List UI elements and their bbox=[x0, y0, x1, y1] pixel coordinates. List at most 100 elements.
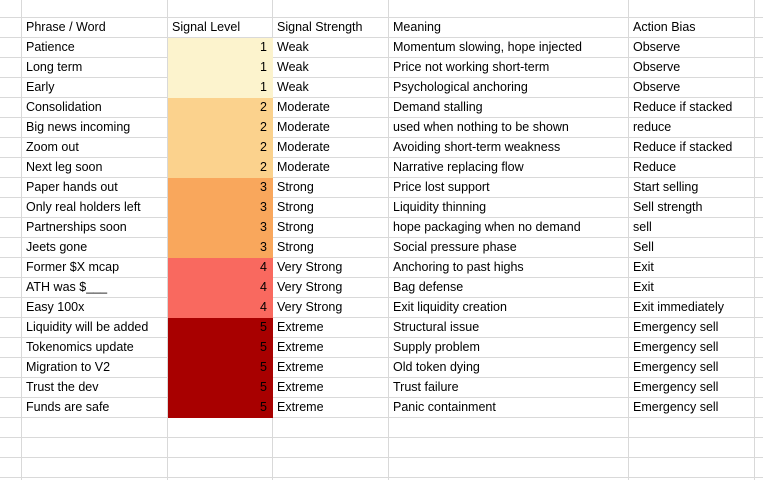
cell-action-bias[interactable]: Reduce bbox=[629, 158, 755, 178]
empty-cell[interactable] bbox=[22, 418, 168, 438]
empty-cell[interactable] bbox=[755, 358, 763, 378]
cell-action-bias[interactable]: Emergency sell bbox=[629, 378, 755, 398]
empty-cell[interactable] bbox=[0, 178, 22, 198]
empty-cell[interactable] bbox=[0, 198, 22, 218]
cell-signal-strength[interactable]: Weak bbox=[273, 38, 389, 58]
empty-cell[interactable] bbox=[755, 218, 763, 238]
cell-meaning[interactable]: Supply problem bbox=[389, 338, 629, 358]
empty-cell[interactable] bbox=[0, 278, 22, 298]
cell-signal-strength[interactable]: Weak bbox=[273, 78, 389, 98]
cell-meaning[interactable]: Narrative replacing flow bbox=[389, 158, 629, 178]
cell-action-bias[interactable]: Exit bbox=[629, 258, 755, 278]
empty-cell[interactable] bbox=[755, 0, 763, 18]
cell-phrase[interactable]: Liquidity will be added bbox=[22, 318, 168, 338]
cell-phrase[interactable]: Funds are safe bbox=[22, 398, 168, 418]
empty-cell[interactable] bbox=[0, 398, 22, 418]
empty-cell[interactable] bbox=[22, 438, 168, 458]
empty-cell[interactable] bbox=[0, 58, 22, 78]
empty-cell[interactable] bbox=[629, 0, 755, 18]
empty-cell[interactable] bbox=[755, 378, 763, 398]
empty-cell[interactable] bbox=[0, 438, 22, 458]
cell-signal-strength[interactable]: Weak bbox=[273, 58, 389, 78]
empty-cell[interactable] bbox=[755, 198, 763, 218]
cell-signal-level[interactable]: 3 bbox=[168, 218, 273, 238]
header-phrase-word[interactable]: Phrase / Word bbox=[22, 18, 168, 38]
empty-cell[interactable] bbox=[168, 438, 273, 458]
cell-signal-level[interactable]: 2 bbox=[168, 118, 273, 138]
empty-cell[interactable] bbox=[168, 418, 273, 438]
cell-action-bias[interactable]: Exit bbox=[629, 278, 755, 298]
cell-signal-strength[interactable]: Strong bbox=[273, 218, 389, 238]
cell-phrase[interactable]: Only real holders left bbox=[22, 198, 168, 218]
cell-signal-level[interactable]: 5 bbox=[168, 398, 273, 418]
cell-phrase[interactable]: Patience bbox=[22, 38, 168, 58]
cell-action-bias[interactable]: sell bbox=[629, 218, 755, 238]
cell-meaning[interactable]: Panic containment bbox=[389, 398, 629, 418]
cell-signal-level[interactable]: 2 bbox=[168, 98, 273, 118]
empty-cell[interactable] bbox=[389, 0, 629, 18]
empty-cell[interactable] bbox=[0, 258, 22, 278]
cell-signal-level[interactable]: 5 bbox=[168, 318, 273, 338]
cell-signal-level[interactable]: 5 bbox=[168, 338, 273, 358]
empty-cell[interactable] bbox=[755, 138, 763, 158]
empty-cell[interactable] bbox=[168, 458, 273, 478]
header-signal-strength[interactable]: Signal Strength bbox=[273, 18, 389, 38]
empty-cell[interactable] bbox=[0, 0, 22, 18]
cell-signal-level[interactable]: 4 bbox=[168, 298, 273, 318]
cell-signal-strength[interactable]: Strong bbox=[273, 238, 389, 258]
empty-cell[interactable] bbox=[389, 418, 629, 438]
cell-meaning[interactable]: Structural issue bbox=[389, 318, 629, 338]
cell-signal-strength[interactable]: Moderate bbox=[273, 118, 389, 138]
cell-action-bias[interactable]: Emergency sell bbox=[629, 398, 755, 418]
empty-cell[interactable] bbox=[0, 138, 22, 158]
empty-cell[interactable] bbox=[0, 298, 22, 318]
empty-cell[interactable] bbox=[0, 238, 22, 258]
empty-cell[interactable] bbox=[0, 358, 22, 378]
cell-meaning[interactable]: Price not working short-term bbox=[389, 58, 629, 78]
empty-cell[interactable] bbox=[0, 378, 22, 398]
cell-signal-strength[interactable]: Moderate bbox=[273, 98, 389, 118]
empty-cell[interactable] bbox=[755, 118, 763, 138]
cell-phrase[interactable]: Consolidation bbox=[22, 98, 168, 118]
cell-signal-level[interactable]: 3 bbox=[168, 178, 273, 198]
cell-meaning[interactable]: Demand stalling bbox=[389, 98, 629, 118]
cell-meaning[interactable]: Anchoring to past highs bbox=[389, 258, 629, 278]
cell-meaning[interactable]: Liquidity thinning bbox=[389, 198, 629, 218]
cell-phrase[interactable]: Former $X mcap bbox=[22, 258, 168, 278]
empty-cell[interactable] bbox=[273, 458, 389, 478]
cell-signal-level[interactable]: 1 bbox=[168, 78, 273, 98]
cell-signal-strength[interactable]: Extreme bbox=[273, 378, 389, 398]
cell-meaning[interactable]: Price lost support bbox=[389, 178, 629, 198]
cell-meaning[interactable]: Avoiding short-term weakness bbox=[389, 138, 629, 158]
cell-signal-level[interactable]: 1 bbox=[168, 38, 273, 58]
cell-meaning[interactable]: hope packaging when no demand bbox=[389, 218, 629, 238]
cell-meaning[interactable]: Momentum slowing, hope injected bbox=[389, 38, 629, 58]
empty-cell[interactable] bbox=[755, 438, 763, 458]
cell-action-bias[interactable]: Reduce if stacked bbox=[629, 138, 755, 158]
cell-phrase[interactable]: ATH was $___ bbox=[22, 278, 168, 298]
cell-meaning[interactable]: Psychological anchoring bbox=[389, 78, 629, 98]
cell-phrase[interactable]: Early bbox=[22, 78, 168, 98]
cell-action-bias[interactable]: reduce bbox=[629, 118, 755, 138]
empty-cell[interactable] bbox=[755, 98, 763, 118]
cell-signal-strength[interactable]: Very Strong bbox=[273, 278, 389, 298]
cell-meaning[interactable]: Trust failure bbox=[389, 378, 629, 398]
cell-signal-strength[interactable]: Very Strong bbox=[273, 298, 389, 318]
cell-action-bias[interactable]: Observe bbox=[629, 78, 755, 98]
header-action-bias[interactable]: Action Bias bbox=[629, 18, 755, 38]
cell-phrase[interactable]: Migration to V2 bbox=[22, 358, 168, 378]
cell-action-bias[interactable]: Reduce if stacked bbox=[629, 98, 755, 118]
empty-cell[interactable] bbox=[389, 438, 629, 458]
empty-cell[interactable] bbox=[755, 258, 763, 278]
empty-cell[interactable] bbox=[0, 118, 22, 138]
cell-action-bias[interactable]: Sell bbox=[629, 238, 755, 258]
cell-signal-level[interactable]: 4 bbox=[168, 258, 273, 278]
empty-cell[interactable] bbox=[0, 218, 22, 238]
cell-signal-level[interactable]: 4 bbox=[168, 278, 273, 298]
cell-action-bias[interactable]: Observe bbox=[629, 58, 755, 78]
empty-cell[interactable] bbox=[0, 158, 22, 178]
empty-cell[interactable] bbox=[273, 478, 389, 480]
cell-signal-strength[interactable]: Strong bbox=[273, 198, 389, 218]
empty-cell[interactable] bbox=[755, 318, 763, 338]
empty-cell[interactable] bbox=[389, 478, 629, 480]
